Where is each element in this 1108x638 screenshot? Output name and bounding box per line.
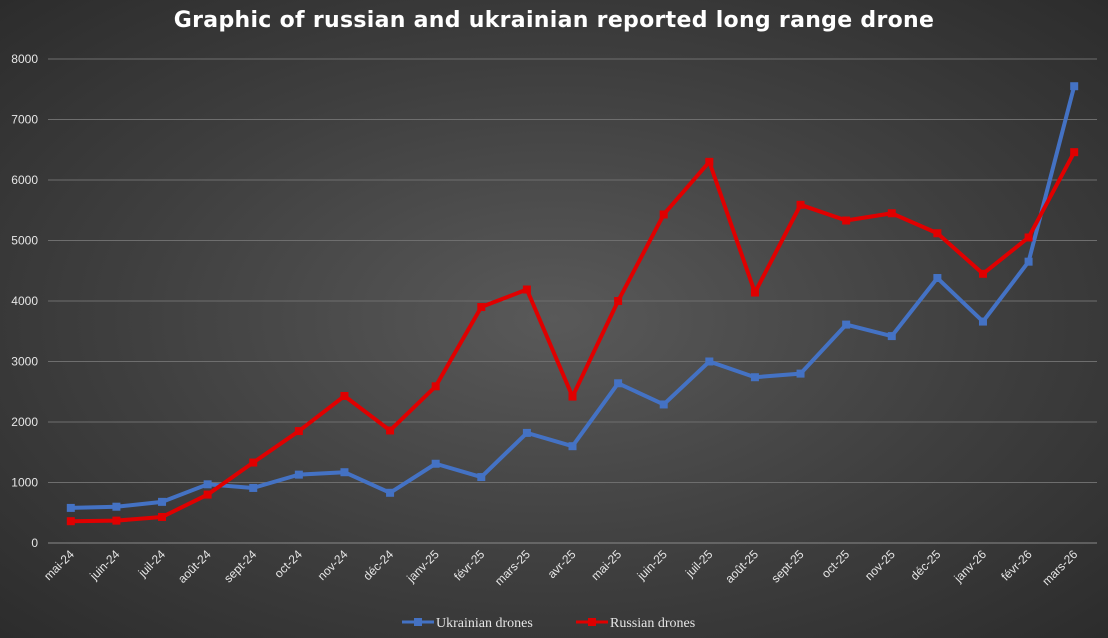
x-tick-label: janv-26 xyxy=(951,547,990,586)
data-point xyxy=(203,490,212,499)
x-tick-label: mai-24 xyxy=(41,547,77,583)
x-tick-label: sept-24 xyxy=(221,547,259,585)
data-point xyxy=(933,229,942,238)
data-point xyxy=(294,427,303,436)
data-point xyxy=(431,459,440,468)
data-point xyxy=(477,303,486,312)
data-point xyxy=(614,297,623,305)
y-gridlines xyxy=(48,58,1097,544)
legend-label: Ukrainian drones xyxy=(436,616,533,631)
x-tick-label: août-24 xyxy=(175,547,214,586)
x-tick-label: déc-25 xyxy=(908,547,944,583)
data-point xyxy=(933,274,942,283)
x-tick-label: janv-25 xyxy=(403,547,442,586)
data-point xyxy=(978,269,987,278)
x-tick-label: oct-25 xyxy=(819,547,853,581)
data-point xyxy=(340,468,349,477)
y-tick-label: 0 xyxy=(31,536,38,550)
data-point xyxy=(842,216,851,225)
data-point xyxy=(705,357,714,366)
data-point xyxy=(1070,82,1079,91)
y-tick-label: 2000 xyxy=(11,415,38,429)
x-tick-label: juil-24 xyxy=(135,547,168,580)
data-point xyxy=(112,502,121,511)
series-line-russian-drones xyxy=(68,150,1077,524)
x-tick-label: févr-25 xyxy=(451,547,488,584)
data-point xyxy=(842,320,851,329)
x-tick-label: juin-24 xyxy=(86,547,122,583)
data-point xyxy=(705,157,714,166)
data-point xyxy=(568,392,577,401)
series-ukrainian-drones xyxy=(66,82,1079,512)
legend-item-russian-drones: Russian drones xyxy=(576,616,695,631)
data-point xyxy=(1024,257,1033,266)
x-tick-label: août-25 xyxy=(722,547,761,586)
data-point xyxy=(386,488,395,497)
x-tick-label: déc-24 xyxy=(360,547,396,583)
x-tick-label: juil-25 xyxy=(682,547,715,580)
data-point xyxy=(1024,233,1033,242)
x-tick-label: juin-25 xyxy=(634,547,670,583)
data-point xyxy=(887,332,896,341)
legend-label: Russian drones xyxy=(610,616,695,631)
x-tick-label: sept-25 xyxy=(768,547,806,585)
data-point xyxy=(203,480,212,489)
y-tick-label: 6000 xyxy=(11,173,38,187)
x-tick-label: nov-25 xyxy=(862,547,898,583)
x-tick-label: mai-25 xyxy=(588,547,624,583)
data-point xyxy=(659,400,668,409)
data-point xyxy=(750,288,759,297)
data-point xyxy=(659,210,668,219)
y-tick-label: 1000 xyxy=(11,476,38,490)
x-tick-label: oct-24 xyxy=(271,547,305,581)
data-point xyxy=(978,317,987,326)
y-tick-label: 8000 xyxy=(11,52,38,66)
data-point xyxy=(249,483,258,492)
legend-swatch-marker xyxy=(588,618,596,626)
data-point xyxy=(1070,148,1079,157)
data-point xyxy=(887,209,896,218)
x-axis: mai-24 juin-24 juil-24 août-24 sept-24 oct-24… xyxy=(41,547,1080,588)
data-point xyxy=(477,473,486,482)
x-tick-label: mars-26 xyxy=(1039,547,1080,588)
y-tick-label: 4000 xyxy=(11,294,38,308)
data-point xyxy=(796,200,805,209)
data-point xyxy=(112,516,121,525)
data-point xyxy=(522,285,531,294)
legend-item-ukrainian-drones: Ukrainian drones xyxy=(402,616,533,631)
data-point xyxy=(158,497,167,506)
y-axis: 0 1000 2000 3000 4000 5000 6000 7000 8000 xyxy=(11,52,38,550)
data-point xyxy=(249,458,258,467)
y-tick-label: 3000 xyxy=(11,355,38,369)
y-tick-label: 7000 xyxy=(11,113,38,127)
series-russian-drones xyxy=(66,148,1079,526)
x-tick-label: nov-24 xyxy=(315,547,351,583)
data-point xyxy=(66,517,75,526)
data-point xyxy=(614,379,623,388)
data-point xyxy=(522,428,531,437)
x-tick-label: mars-25 xyxy=(492,547,533,588)
x-tick-label: avr-25 xyxy=(545,547,579,581)
data-point xyxy=(66,503,75,512)
x-tick-label: févr-26 xyxy=(998,547,1035,584)
data-point xyxy=(340,391,349,400)
data-point xyxy=(294,470,303,479)
data-point xyxy=(158,512,167,521)
chart-title: Graphic of russian and ukrainian reporte… xyxy=(173,8,935,33)
legend: Ukrainian drones Russian drones xyxy=(402,616,695,631)
y-tick-label: 5000 xyxy=(11,234,38,248)
data-point xyxy=(750,373,759,382)
data-point xyxy=(431,382,440,391)
legend-swatch-marker xyxy=(414,618,422,626)
data-point xyxy=(568,442,577,451)
data-point xyxy=(386,426,395,435)
data-point xyxy=(796,369,805,378)
